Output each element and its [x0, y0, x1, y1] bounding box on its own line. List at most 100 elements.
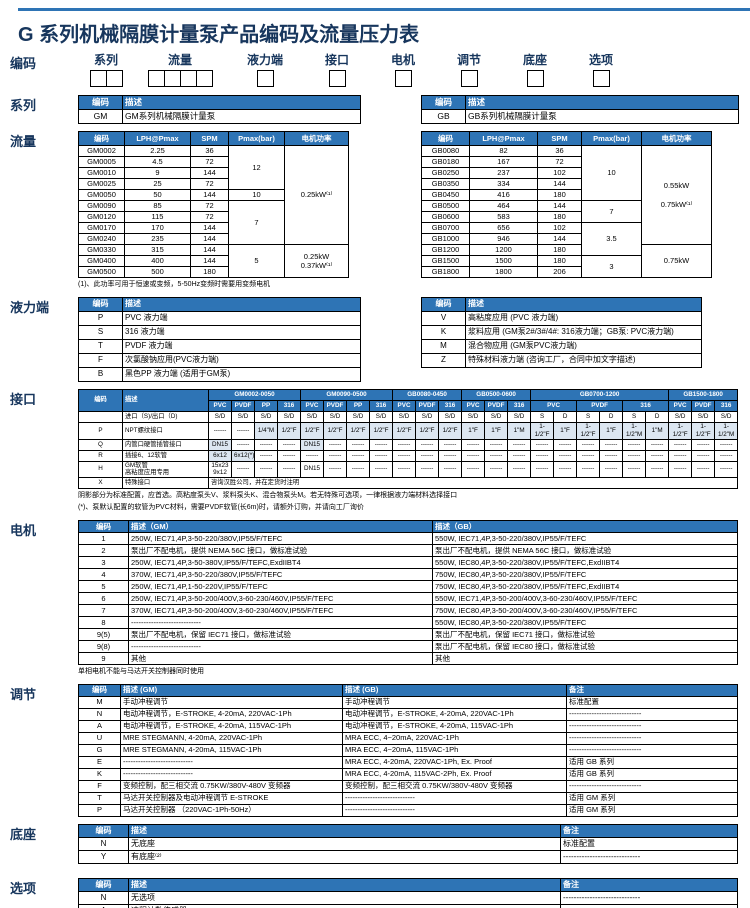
column-header: 备注: [560, 823, 738, 838]
table-cell: 泵出厂不配电机，保留 IEC80 接口，做标准试验: [432, 639, 738, 653]
table-cell: 36: [190, 145, 229, 157]
column-header: SPM: [537, 131, 582, 146]
table-cell: 0.25kW 0.37kW⁽¹⁾: [284, 244, 349, 278]
column-header: 316: [622, 399, 670, 412]
table-cell: -----------------------------: [566, 743, 738, 757]
table-cell: 250W, IEC71,4P,3-50-220/380V,IP55/F/TEFC: [128, 531, 433, 545]
flow-gm-table: 编码 LPH@Pmax SPM Pmax(bar) 电机功率 GM0002 2.25 36 12…: [78, 131, 349, 278]
table-cell: 583: [469, 211, 538, 223]
table-cell: ------: [415, 460, 440, 479]
column-header: 描述: [465, 95, 739, 110]
table-cell: ------: [599, 460, 624, 479]
table-cell: 180: [537, 189, 582, 201]
table-cell: 1/2"F: [300, 421, 325, 440]
table-cell: 102: [537, 167, 582, 179]
table-cell: 1/2"F: [392, 421, 417, 440]
table-row: M 手动冲程调节 手动冲程调节 标准配置: [78, 695, 738, 709]
table-cell: 马达开关控制器及电动冲程调节 E-STROKE: [120, 791, 343, 805]
adjust-table: 编码 描述 (GM) 描述 (GB) 备注 M 手动冲程调节 手动冲程调节 标准配置 N 电动冲程…: [78, 683, 750, 817]
table-cell: ------: [576, 449, 601, 462]
table-cell: 1"F: [553, 421, 578, 440]
table-cell: 6: [78, 591, 129, 605]
table-cell: 1"M: [645, 421, 670, 440]
column-header: GB0080-0450: [392, 388, 463, 401]
table-cell: GM0120: [78, 211, 125, 223]
table-cell: A: [78, 719, 121, 733]
table-row: F 变频控制，配三相交流 0.75KW/380V-480V 变频器 变频控制，配三相…: [78, 779, 738, 793]
table-cell: 9: [78, 651, 129, 665]
table-cell: 1/2"F: [369, 421, 394, 440]
table-row: 编码 描述 备注: [78, 823, 738, 838]
table-row: K ---------------------------- MRA ECC, 4-…: [78, 767, 738, 781]
table-cell: ------: [369, 438, 394, 451]
table-row: N 电动冲程调节，E-STROKE, 4-20mA, 220VAC-1Ph 电动冲程…: [78, 707, 738, 721]
table-cell: 高粘度应用 (PVC 液力端): [465, 310, 702, 326]
table-cell: 1-1/2"F: [576, 421, 601, 440]
table-cell: D: [645, 410, 670, 423]
section-hydraulic: 液力端 编码 描述 P PVC 液力端 S 316 液力端 T PVDF 液力端 F 次氯酸钠应用…: [0, 296, 750, 382]
table-row: GM0025 25 72: [78, 178, 349, 190]
column-header: 描述: [128, 877, 561, 892]
table-cell: 144: [537, 233, 582, 245]
code-box: [256, 70, 274, 87]
table-cell: ------: [645, 449, 670, 462]
table-cell: 500: [124, 266, 191, 278]
table-cell: 5: [78, 579, 129, 593]
table-cell: 36: [537, 145, 582, 157]
table-cell: 1: [78, 531, 129, 545]
column-header: GM0002-0050: [207, 388, 302, 401]
table-cell: 144: [190, 233, 229, 245]
table-cell: 25: [124, 178, 191, 190]
table-row: 6 250W, IEC71,4P,3-50-200/400V,3-60-230/4…: [78, 591, 738, 605]
table-cell: ------: [415, 438, 440, 451]
table-cell: ------: [254, 449, 278, 462]
column-header: 编码: [78, 519, 129, 533]
column-header: 电机功率: [284, 131, 349, 146]
table-row: 7 370W, IEC71,4P,3-50-200/400V,3-60-230/4…: [78, 603, 738, 617]
table-cell: ------: [645, 460, 670, 479]
table-cell: S/D: [346, 410, 371, 423]
table-cell: ------: [369, 449, 394, 462]
column-header: 编码: [78, 95, 123, 110]
column-header: 电机功率: [641, 131, 712, 146]
column-header: 描述 (GB): [342, 683, 567, 697]
base-table: 编码 描述 备注 N 无底座 标准配置 Y 有底座⁽²⁾ -------------------…: [78, 823, 738, 864]
table-cell: GM0050: [78, 189, 125, 201]
motor-note: 单相电机不能与马达开关控制器同时使用: [78, 667, 204, 675]
coding-group-label: 液力端: [246, 53, 283, 67]
hydraulic-gb-table: 编码 描述 V 高粘度应用 (PVC 液力端) K 浆料应用 (GM泵2#/3#/4#: …: [421, 296, 702, 368]
table-cell: K: [421, 324, 466, 340]
table-row: GM0170 170 144: [78, 222, 349, 234]
table-row: R 插接6、12软管 6x12 6x12(*) ------ ------ ------ --…: [78, 449, 739, 462]
table-cell: 6x12: [208, 449, 232, 462]
table-row: N 无选项 -----------------------------: [78, 890, 738, 905]
table-cell: 316 液力端: [122, 324, 361, 340]
table-cell: ------: [231, 460, 255, 479]
table-cell: GB0600: [421, 211, 470, 223]
interface-table: 编码 描述 GM0002-0050 GM0090-0500 GB0080-0450 GB0…: [78, 388, 750, 490]
code-box: [526, 70, 544, 87]
table-cell: -----------------------------: [560, 849, 738, 864]
table-cell: 变频控制，配三相交流 0.75KW/380V-480V 变频器: [120, 779, 343, 793]
code-boxes: [592, 70, 610, 87]
table-cell: 1-1/2"F: [530, 421, 555, 440]
table-cell: X: [78, 477, 123, 490]
table-cell: 315: [124, 244, 191, 256]
table-cell: 180: [537, 244, 582, 256]
column-header: 316: [369, 399, 394, 412]
table-row: 9(8) ---------------------------- 泵出厂不配电机，…: [78, 639, 738, 653]
column-header: 描述: [122, 296, 361, 312]
table-cell: 72: [190, 156, 229, 168]
table-cell: S/D: [691, 410, 716, 423]
column-header: 316: [438, 399, 463, 412]
motor-table: 编码 描述（GM） 描述（GB） 1 250W, IEC71,4P,3-50-220/3…: [78, 519, 738, 665]
table-cell: 适用 GB 系列: [566, 767, 738, 781]
table-cell: 标准配置: [560, 836, 738, 851]
table-cell: 1/2"F: [438, 421, 463, 440]
base-table: 编码 描述 备注 N 无底座 标准配置 Y 有底座⁽²⁾ -------------------…: [78, 823, 750, 864]
section-label-adjust: 调节: [10, 686, 37, 702]
table-cell: ------: [599, 438, 624, 451]
table-cell: -----------------------------: [566, 707, 738, 721]
table-cell: 混合物应用 (GM泵PVC液力端): [465, 338, 702, 354]
section-label-series: 系列: [10, 98, 37, 113]
